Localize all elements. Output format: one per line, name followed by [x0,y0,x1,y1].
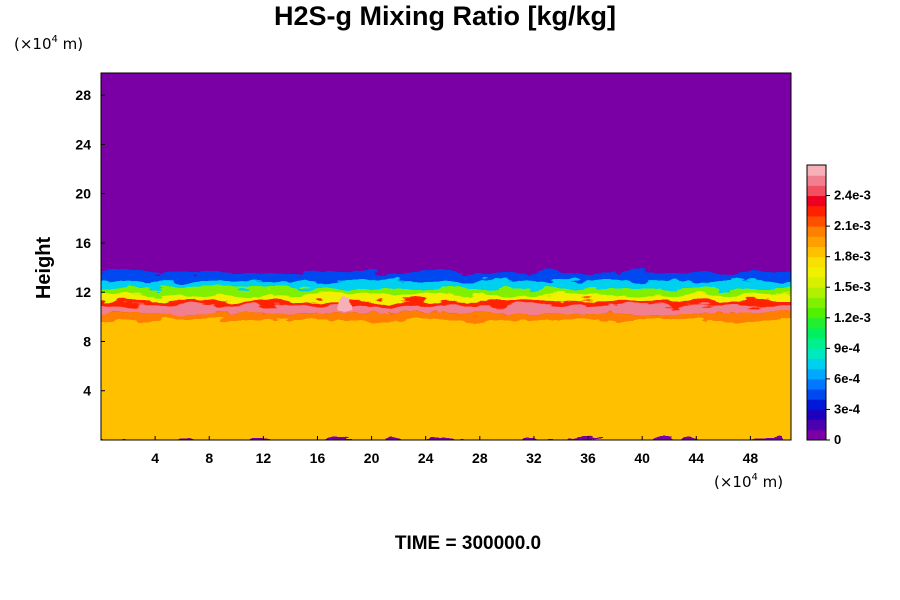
field-blob [338,297,351,312]
colorbar-tick-label: 1.8e-3 [834,249,871,264]
x-tick-label: 32 [526,450,542,466]
colorbar-segment [807,205,826,217]
colorbar-segment [807,419,826,431]
time-label: TIME = 300000.0 [395,533,541,554]
x-unit-label: (×104 m) [714,472,783,491]
colorbar-segment [807,399,826,410]
y-unit-label: (×104 m) [14,34,83,53]
x-ticks: 4 8 12 16 20 24 28 32 36 40 44 48 [151,436,758,466]
plot-frame [100,72,792,441]
field-bands [101,73,791,440]
y-unit-suffix: m) [58,35,83,53]
colorbar-segment [807,429,826,441]
colorbar-tick-label: 0 [834,432,841,447]
y-tick-label: 4 [83,383,91,399]
field-band [101,305,791,314]
colorbar-frame [806,164,827,441]
colorbar-segment [807,226,826,237]
colorbar-segment [807,368,826,380]
colorbar-tick-label: 2.4e-3 [834,188,871,203]
colorbar-tick-label: 9e-4 [834,340,861,355]
x-tick-label: 44 [689,450,705,466]
x-tick-label: 36 [580,450,596,466]
colorbar-segment [807,215,826,227]
y-unit-exp: 4 [52,34,58,45]
colorbar-segment [807,389,826,400]
colorbar-segment [807,307,826,319]
colorbar-tick-label: 2.1e-3 [834,218,871,233]
colorbar-segment [807,338,826,349]
x-tick-label: 4 [151,450,159,466]
colorbar-tick-label: 3e-4 [834,401,861,416]
y-tick-label: 16 [75,235,91,251]
heatmap-field [101,73,791,440]
x-unit-prefix: (×10 [714,473,752,491]
x-tick-label: 24 [418,450,434,466]
field-band [101,294,791,301]
y-axis-label: Height [33,237,55,300]
field-band [101,73,791,274]
y-tick-label: 12 [75,284,91,300]
y-tick-label: 28 [75,87,91,103]
colorbar-segment [807,165,826,176]
colorbar-tick-label: 1.5e-3 [834,279,871,294]
colorbar-segment [807,348,826,360]
field-band [101,281,791,290]
field-band [101,313,791,321]
colorbar-segment [807,195,826,207]
chart-title: H2S-g Mixing Ratio [kg/kg] [274,1,616,31]
colorbar-segment [807,175,826,186]
colorbar-segment [807,378,826,390]
x-tick-label: 20 [364,450,380,466]
colorbar-segment [807,317,826,329]
field-band [101,316,791,440]
colorbar-tick-label: 1.2e-3 [834,310,871,325]
colorbar-segment [807,256,826,268]
x-tick-label: 12 [256,450,272,466]
x-unit-exp: 4 [752,472,758,483]
colorbar-segment [807,277,826,288]
colorbar-segment [807,409,826,421]
colorbar-segment [807,358,826,370]
x-tick-label: 40 [634,450,650,466]
x-tick-label: 8 [205,450,213,466]
colorbar-segment [807,327,826,339]
y-unit-prefix: (×10 [14,35,52,53]
colorbar: 0 3e-4 6e-4 9e-4 1.2e-3 1.5e-3 1.8e-3 2.1e-3 2.4… [806,164,871,447]
field-band [101,288,791,296]
y-tick-label: 24 [75,136,91,152]
y-tick-label: 20 [75,186,91,202]
x-unit-suffix: m) [758,473,783,491]
x-tick-label: 16 [310,450,326,466]
colorbar-segment [807,287,826,298]
y-ticks: 4 8 12 16 20 24 28 [75,87,105,399]
colorbar-segment [807,266,826,278]
colorbar-segment [807,246,826,258]
y-tick-label: 8 [83,333,91,349]
colorbar-segment [807,185,826,197]
colorbar-segment [807,297,826,309]
colorbar-tick-label: 6e-4 [834,371,861,386]
colorbar-segment [807,236,826,247]
x-tick-label: 48 [743,450,759,466]
x-tick-label: 28 [472,450,488,466]
